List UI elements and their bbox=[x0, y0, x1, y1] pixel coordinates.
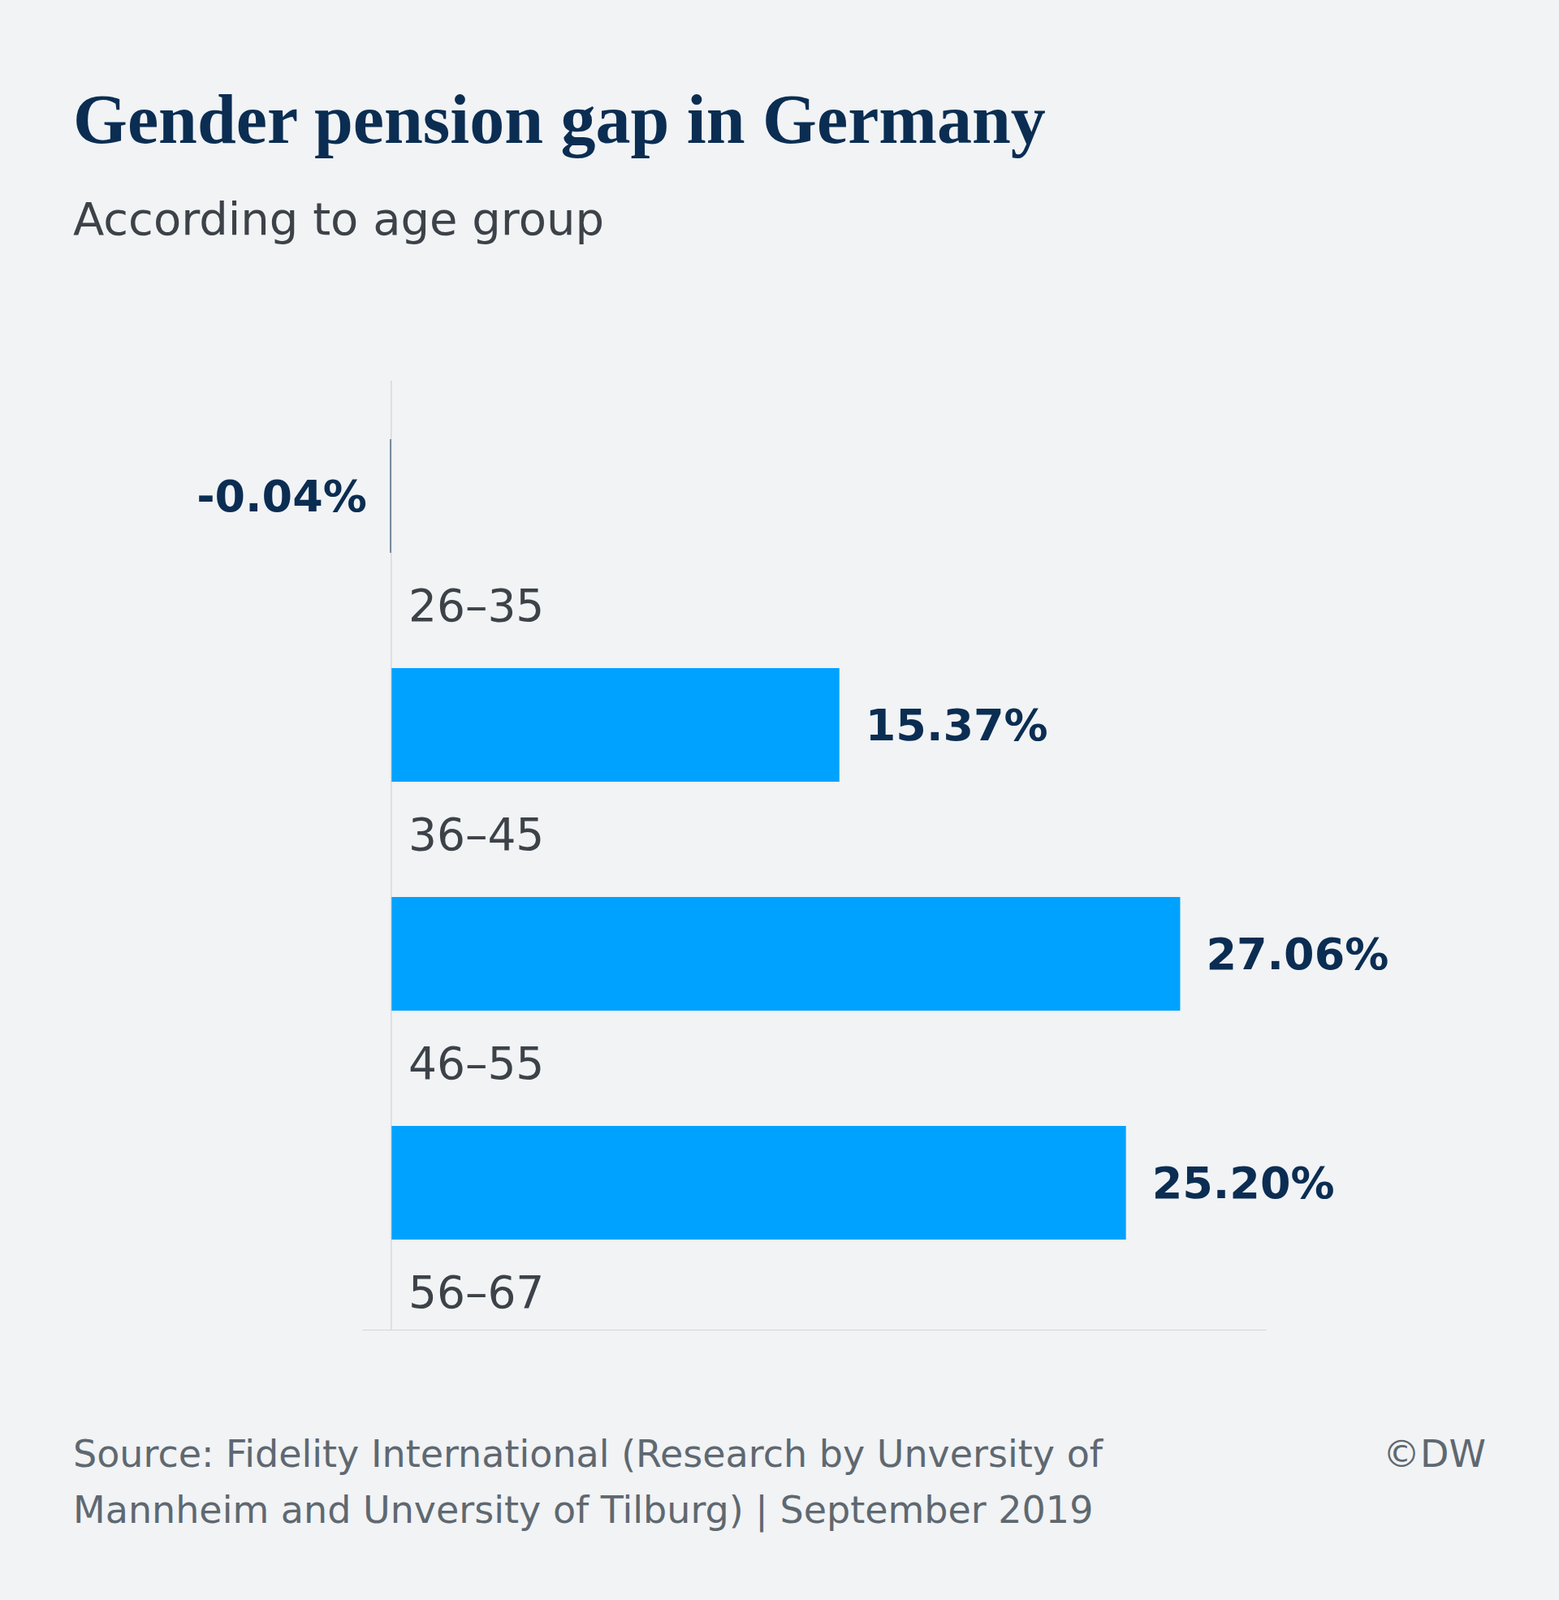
data-label: 27.06% bbox=[1205, 928, 1389, 981]
credit: ©DW bbox=[1382, 1432, 1486, 1477]
category-label: 36–45 bbox=[408, 808, 545, 861]
data-label: 15.37% bbox=[865, 699, 1049, 752]
subtitle: According to age group bbox=[73, 192, 605, 246]
data-label: 25.20% bbox=[1152, 1157, 1335, 1210]
source-line: Mannheim and Unversity of Tilburg) | Sep… bbox=[73, 1488, 1093, 1534]
data-labels: -0.04% 15.37% 27.06% 25.20% bbox=[196, 470, 1389, 1210]
bars bbox=[389, 439, 1180, 1240]
chart: Gender pension gap in Germany According t… bbox=[0, 0, 1559, 1600]
title: Gender pension gap in Germany bbox=[73, 80, 1046, 159]
source: Source: Fidelity International (Research… bbox=[73, 1432, 1105, 1534]
category-label: 46–55 bbox=[408, 1037, 545, 1090]
bar bbox=[391, 897, 1181, 1011]
background bbox=[0, 0, 1559, 1600]
bar bbox=[391, 1126, 1127, 1240]
data-label: -0.04% bbox=[196, 470, 368, 523]
y-axis-line bbox=[390, 380, 392, 1331]
category-label: 56–67 bbox=[408, 1266, 545, 1319]
category-label: 26–35 bbox=[408, 579, 545, 632]
x-axis bbox=[362, 1330, 1267, 1331]
bar bbox=[391, 668, 840, 782]
source-line: Source: Fidelity International (Research… bbox=[73, 1432, 1105, 1477]
category-labels: 26–35 36–45 46–55 56–67 bbox=[408, 579, 545, 1319]
x-axis-line bbox=[362, 1330, 1267, 1331]
